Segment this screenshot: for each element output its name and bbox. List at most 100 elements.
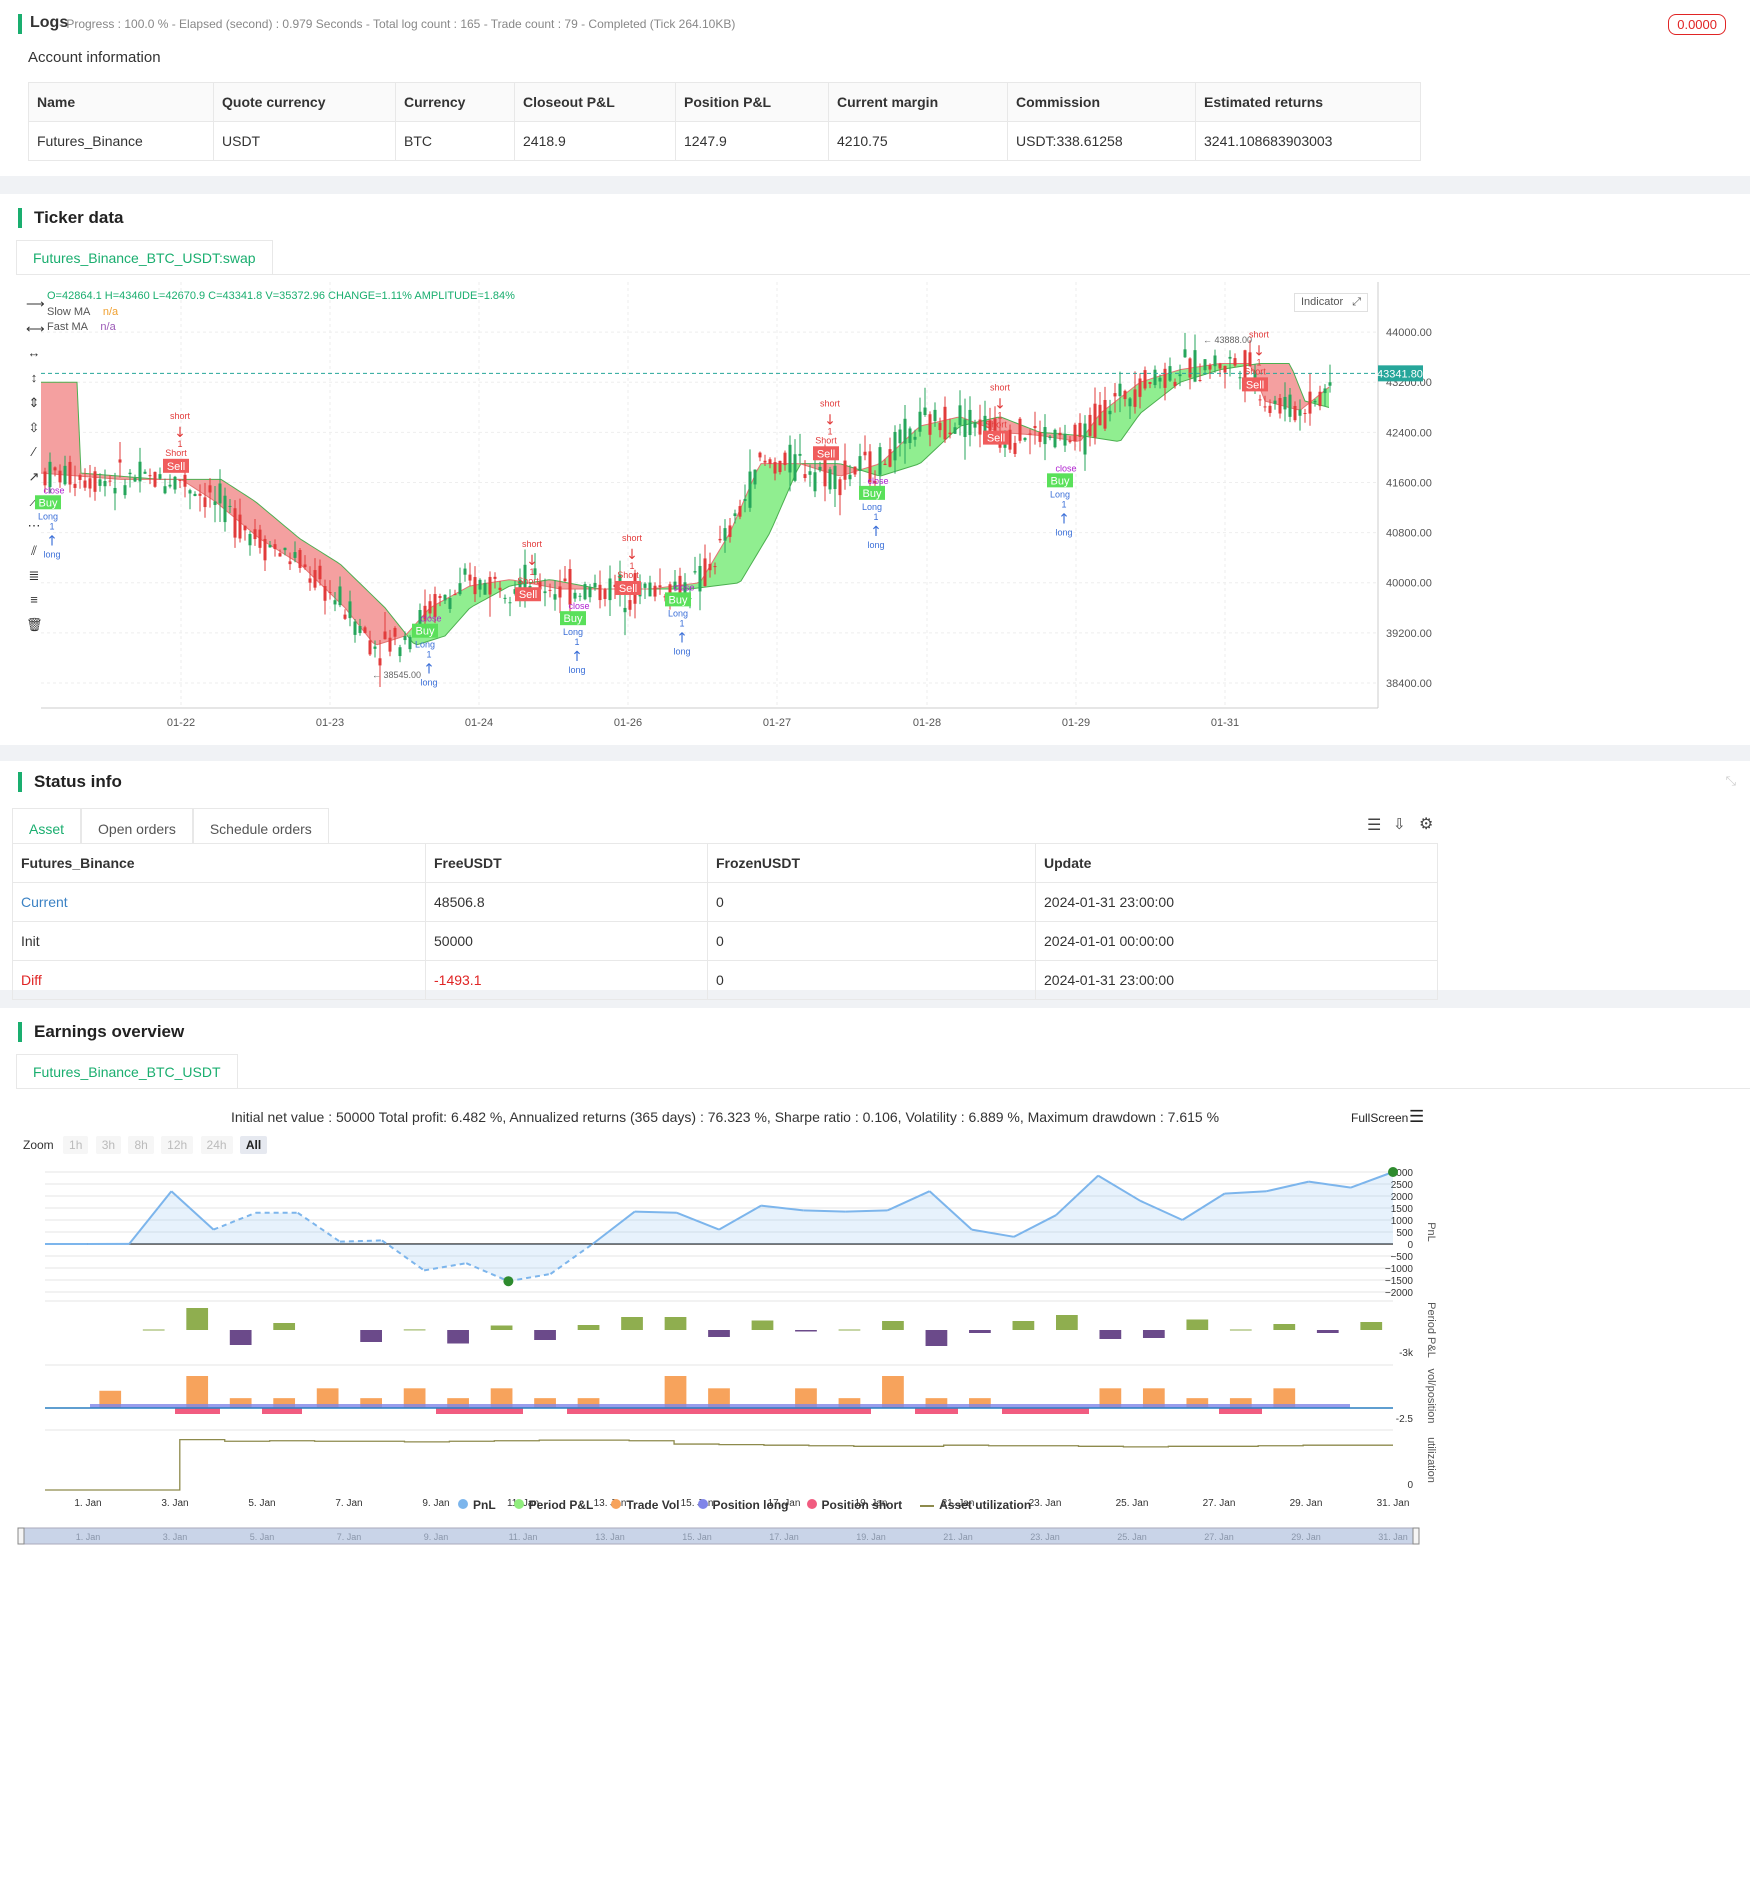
ma-band-segment — [49, 382, 53, 475]
short-entry-label: Short — [165, 448, 187, 458]
candle-body — [993, 418, 997, 435]
legend-pnl[interactable]: PnL — [458, 1498, 496, 1512]
collapse-icon[interactable]: ⤡ — [1725, 773, 1736, 788]
candle-body — [763, 460, 767, 463]
trash-icon[interactable]: 🗑 — [26, 617, 43, 632]
ma-band-segment — [461, 588, 465, 618]
candle-body — [198, 493, 202, 496]
zoom-24h[interactable]: 24h — [200, 1136, 233, 1154]
asset-header-frozen: FrozenUSDT — [707, 843, 1036, 883]
pnl-line-segment — [676, 1211, 720, 1231]
candle-body — [568, 568, 572, 605]
zoom-1h[interactable]: 1h — [63, 1136, 89, 1154]
navigator-tick-label: 5. Jan — [250, 1532, 275, 1542]
zoom-3h[interactable]: 3h — [95, 1136, 122, 1154]
menu-icon[interactable]: ☰ — [1409, 1107, 1425, 1126]
horizontal-extended-icon[interactable]: ↔ — [27, 345, 41, 360]
sell-badge — [515, 587, 541, 602]
horizontal-line-icon[interactable]: ⟷ — [26, 321, 45, 336]
cloud-download-icon[interactable]: ⇩ — [1393, 816, 1406, 833]
zoom-12h[interactable]: 12h — [161, 1136, 194, 1154]
long-qty-label: 1 — [679, 618, 684, 628]
long-arrow-icon: ↑ — [870, 524, 882, 540]
candle-body — [1038, 432, 1042, 442]
tab-earnings-symbol[interactable]: Futures_Binance_BTC_USDT — [16, 1054, 238, 1089]
candle-body — [913, 436, 917, 440]
segment-icon[interactable]: ⟋ — [29, 494, 39, 509]
sell-badge — [983, 430, 1009, 445]
candle-body — [558, 586, 562, 598]
tab-asset[interactable]: Asset — [12, 808, 82, 849]
legend-asset-utilization[interactable]: Asset utilization — [920, 1498, 1031, 1512]
parallel-channel-icon[interactable]: ⫽ — [31, 543, 37, 558]
expand-icon[interactable]: ⤢ — [1352, 296, 1362, 308]
trend-line-icon[interactable]: ⁄ — [32, 444, 36, 459]
ma-band-segment — [441, 599, 445, 638]
legend-trade-vol[interactable]: Trade Vol — [611, 1498, 680, 1512]
vertical-ray-icon[interactable]: ⇕ — [28, 395, 40, 410]
list-icon[interactable]: ☰ — [1367, 817, 1382, 834]
horizontal-ray-icon[interactable]: ⟶ — [26, 296, 45, 311]
position-short-band — [262, 1408, 302, 1414]
navigator-tick-label: 23. Jan — [1030, 1532, 1060, 1542]
period-tick-label: -3k — [1399, 1348, 1414, 1359]
candle-body — [1198, 380, 1202, 382]
buy-badge-label: Buy — [863, 488, 882, 500]
fibonacci-icon[interactable]: ≣ — [28, 568, 40, 583]
ma-band-segment — [785, 463, 789, 499]
candle-body — [1238, 377, 1242, 379]
ma-band-segment — [453, 592, 457, 627]
ma-band-segment — [373, 596, 377, 645]
account-quote: USDT — [213, 121, 396, 161]
tab-schedule-orders[interactable]: Schedule orders — [192, 808, 329, 849]
x-tick-label: 1. Jan — [74, 1498, 101, 1509]
legend-long-dot — [697, 1499, 708, 1509]
position-short-band — [436, 1408, 523, 1414]
candle-body — [443, 594, 447, 601]
candle-body — [538, 581, 542, 590]
candle-body — [1113, 393, 1117, 397]
candle-body — [438, 596, 442, 598]
ray-icon[interactable]: ↗ — [28, 469, 40, 484]
candle-body — [908, 428, 912, 444]
zoom-8h[interactable]: 8h — [128, 1136, 154, 1154]
x-tick-label: 01-23 — [316, 717, 344, 729]
zoom-all[interactable]: All — [239, 1136, 268, 1154]
legend-period-pnl[interactable]: Period P&L — [513, 1498, 593, 1512]
candle-body — [853, 466, 857, 475]
indicator-button[interactable]: Indicator ⤢ — [1294, 293, 1369, 312]
trade-vol-bar — [316, 1388, 339, 1408]
candle-body — [698, 565, 702, 592]
candle-body — [243, 525, 247, 531]
logs-badge[interactable]: 0.0000 — [1668, 14, 1726, 35]
fibonacci-extension-icon[interactable]: ≡ — [30, 592, 38, 607]
candle-body — [1313, 400, 1317, 403]
candle-body — [63, 465, 67, 485]
navigator-tick-label: 21. Jan — [943, 1532, 973, 1542]
candle-body — [73, 483, 77, 488]
tab-open-orders[interactable]: Open orders — [81, 808, 193, 849]
x-tick-label: 13. Jan — [594, 1498, 627, 1509]
price-line-icon[interactable]: ⋯ — [27, 518, 41, 533]
tab-ticker-symbol[interactable]: Futures_Binance_BTC_USDT:swap — [16, 240, 273, 275]
legend-position-long[interactable]: Position long — [697, 1498, 789, 1512]
candle-body — [858, 456, 862, 471]
period-pnl-bar — [534, 1330, 556, 1340]
short-qty-label: 1 — [827, 426, 832, 436]
fullscreen-button[interactable]: FullScreen — [1351, 1111, 1408, 1125]
vertical-segment-icon[interactable]: ⇳ — [28, 420, 40, 435]
ma-band-segment — [1285, 363, 1289, 408]
legend-position-short[interactable]: Position short — [806, 1498, 902, 1512]
candle-body — [923, 407, 927, 416]
long-arrow-icon: ↑ — [676, 630, 688, 646]
candle-body — [823, 455, 827, 487]
gear-icon[interactable]: ⚙ — [1419, 816, 1434, 833]
buy-badge — [412, 623, 438, 638]
candle-body — [113, 487, 117, 494]
vertical-line-icon[interactable]: ↕ — [30, 370, 38, 385]
ma-band-segment — [733, 516, 737, 584]
candle-body — [408, 637, 412, 650]
pnl-line-segment — [508, 1273, 551, 1283]
pnl-tick-label: 500 — [1396, 1228, 1413, 1239]
candle-body — [288, 561, 292, 565]
